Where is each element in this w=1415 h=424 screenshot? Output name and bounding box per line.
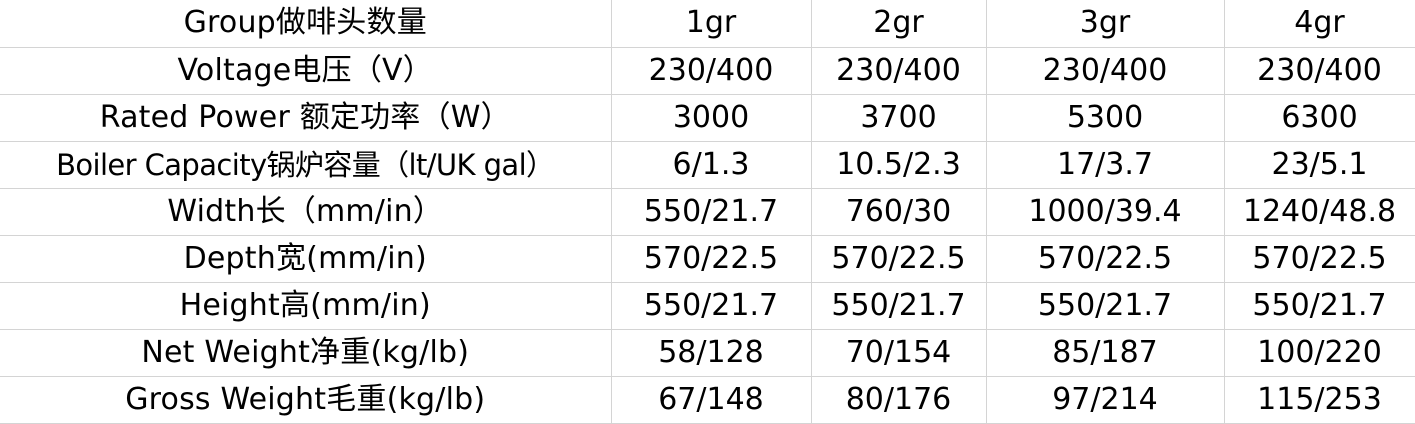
cell-boiler-capacity-3gr[interactable]: 17/3.7 xyxy=(985,140,1225,189)
cell-height-2gr[interactable]: 550/21.7 xyxy=(810,281,987,330)
row-label-rated-power[interactable]: Rated Power 额定功率（W） xyxy=(0,93,612,142)
cell-net-weight-4gr[interactable]: 100/220 xyxy=(1223,328,1415,377)
cell-voltage-1gr[interactable]: 230/400 xyxy=(610,46,812,95)
row-label-voltage[interactable]: Voltage电压（V） xyxy=(0,46,612,95)
cell-rated-power-1gr[interactable]: 3000 xyxy=(610,93,812,142)
cell-rated-power-3gr[interactable]: 5300 xyxy=(985,93,1225,142)
cell-group-2gr[interactable]: 2gr xyxy=(810,0,987,48)
cell-voltage-4gr[interactable]: 230/400 xyxy=(1223,46,1415,95)
table-row-group: Group做啡头数量 1gr 2gr 3gr 4gr xyxy=(0,0,1415,48)
cell-gross-weight-4gr[interactable]: 115/253 xyxy=(1223,375,1415,424)
cell-group-3gr[interactable]: 3gr xyxy=(985,0,1225,48)
row-label-depth[interactable]: Depth宽(mm/in) xyxy=(0,234,612,283)
cell-height-3gr[interactable]: 550/21.7 xyxy=(985,281,1225,330)
table-row-depth: Depth宽(mm/in) 570/22.5 570/22.5 570/22.5… xyxy=(0,234,1415,283)
cell-group-1gr[interactable]: 1gr xyxy=(610,0,812,48)
cell-depth-3gr[interactable]: 570/22.5 xyxy=(985,234,1225,283)
cell-gross-weight-1gr[interactable]: 67/148 xyxy=(610,375,812,424)
cell-width-2gr[interactable]: 760/30 xyxy=(810,187,987,236)
cell-net-weight-3gr[interactable]: 85/187 xyxy=(985,328,1225,377)
cell-width-1gr[interactable]: 550/21.7 xyxy=(610,187,812,236)
cell-voltage-2gr[interactable]: 230/400 xyxy=(810,46,987,95)
table-row-boiler-capacity: Boiler Capacity锅炉容量（lt/UK gal） 6/1.3 10.… xyxy=(0,140,1415,189)
cell-rated-power-4gr[interactable]: 6300 xyxy=(1223,93,1415,142)
cell-boiler-capacity-4gr[interactable]: 23/5.1 xyxy=(1223,140,1415,189)
row-label-gross-weight[interactable]: Gross Weight毛重(kg/lb) xyxy=(0,375,612,424)
table-row-height: Height高(mm/in) 550/21.7 550/21.7 550/21.… xyxy=(0,281,1415,330)
cell-boiler-capacity-1gr[interactable]: 6/1.3 xyxy=(610,140,812,189)
table-row-gross-weight: Gross Weight毛重(kg/lb) 67/148 80/176 97/2… xyxy=(0,375,1415,424)
row-label-net-weight[interactable]: Net Weight净重(kg/lb) xyxy=(0,328,612,377)
table-row-rated-power: Rated Power 额定功率（W） 3000 3700 5300 6300 xyxy=(0,93,1415,142)
row-label-boiler-capacity[interactable]: Boiler Capacity锅炉容量（lt/UK gal） xyxy=(0,140,612,189)
cell-width-4gr[interactable]: 1240/48.8 xyxy=(1223,187,1415,236)
cell-height-1gr[interactable]: 550/21.7 xyxy=(610,281,812,330)
cell-height-4gr[interactable]: 550/21.7 xyxy=(1223,281,1415,330)
row-label-height[interactable]: Height高(mm/in) xyxy=(0,281,612,330)
cell-net-weight-2gr[interactable]: 70/154 xyxy=(810,328,987,377)
cell-group-4gr[interactable]: 4gr xyxy=(1223,0,1415,48)
table-row-net-weight: Net Weight净重(kg/lb) 58/128 70/154 85/187… xyxy=(0,328,1415,377)
row-label-group[interactable]: Group做啡头数量 xyxy=(0,0,612,48)
cell-gross-weight-3gr[interactable]: 97/214 xyxy=(985,375,1225,424)
cell-net-weight-1gr[interactable]: 58/128 xyxy=(610,328,812,377)
cell-voltage-3gr[interactable]: 230/400 xyxy=(985,46,1225,95)
cell-width-3gr[interactable]: 1000/39.4 xyxy=(985,187,1225,236)
cell-boiler-capacity-2gr[interactable]: 10.5/2.3 xyxy=(810,140,987,189)
cell-depth-4gr[interactable]: 570/22.5 xyxy=(1223,234,1415,283)
cell-depth-2gr[interactable]: 570/22.5 xyxy=(810,234,987,283)
table-row-width: Width长（mm/in） 550/21.7 760/30 1000/39.4 … xyxy=(0,187,1415,236)
row-label-width[interactable]: Width长（mm/in） xyxy=(0,187,612,236)
table-row-voltage: Voltage电压（V） 230/400 230/400 230/400 230… xyxy=(0,46,1415,95)
cell-depth-1gr[interactable]: 570/22.5 xyxy=(610,234,812,283)
cell-gross-weight-2gr[interactable]: 80/176 xyxy=(810,375,987,424)
cell-rated-power-2gr[interactable]: 3700 xyxy=(810,93,987,142)
